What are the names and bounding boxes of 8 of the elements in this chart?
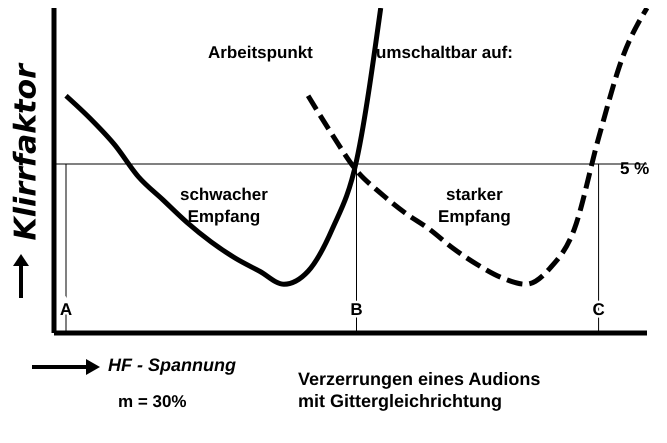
annotation: schwacher Empfang [180, 184, 268, 228]
y-axis-title: Klirrfaktor [8, 64, 44, 240]
annotation: Arbeitspunkt [208, 42, 313, 64]
annotation: umschaltbar auf: [376, 42, 513, 64]
text: Verzerrungen eines Audions mit Gittergleichrichtung [298, 368, 540, 412]
annotation: starker Empfang [438, 184, 511, 228]
x-axis-title: HF - Spannung [108, 355, 236, 376]
text: m = 30% [118, 391, 187, 413]
